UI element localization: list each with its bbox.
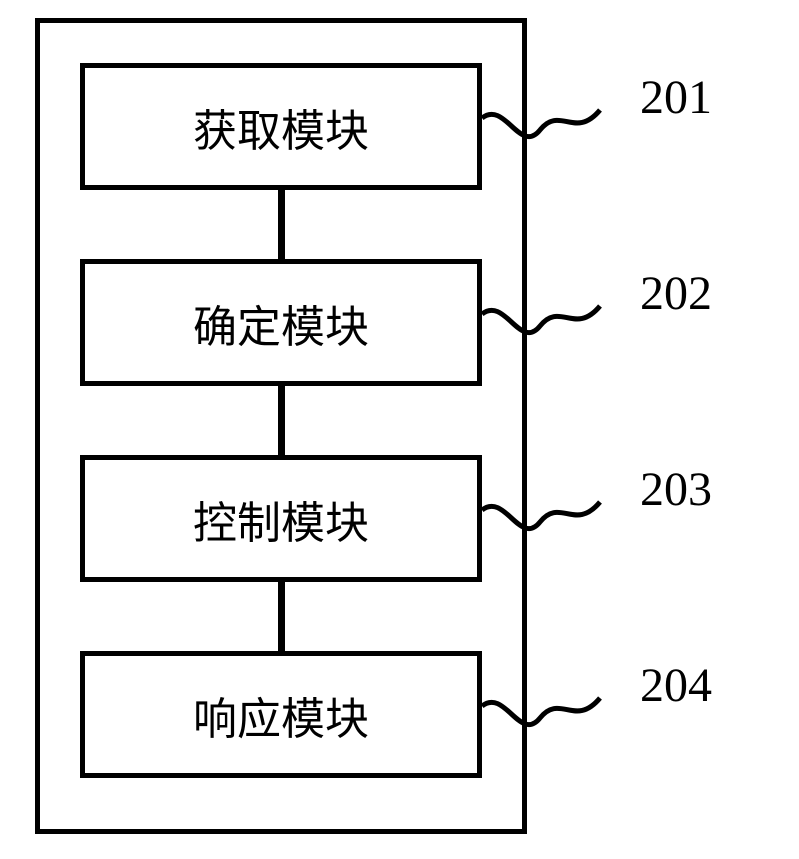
module-box-determine: 确定模块 [80,259,482,386]
ref-number-203: 203 [640,462,712,517]
module-label: 获取模块 [193,95,369,159]
module-box-response: 响应模块 [80,651,482,778]
connector-line [278,190,285,259]
ref-number-202: 202 [640,266,712,321]
module-label: 确定模块 [193,291,369,355]
ref-number-204: 204 [640,658,712,713]
block-diagram: 获取模块 201 确定模块 202 控制模块 203 响应模块 204 [0,0,799,859]
connector-line [278,582,285,651]
module-box-control: 控制模块 [80,455,482,582]
module-label: 响应模块 [193,683,369,747]
connector-line [278,386,285,455]
module-box-acquire: 获取模块 [80,63,482,190]
module-label: 控制模块 [193,487,369,551]
ref-number-201: 201 [640,70,712,125]
